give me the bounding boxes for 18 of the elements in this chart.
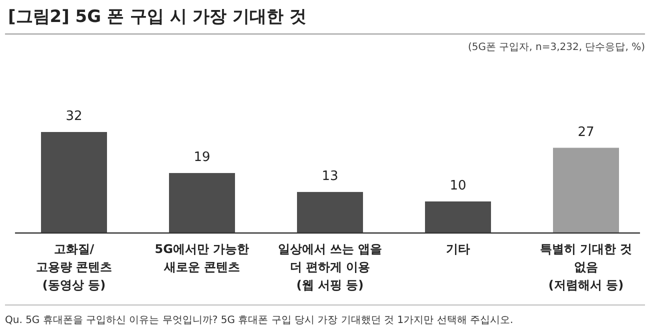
data-label: 27 — [578, 124, 594, 140]
data-label: 13 — [322, 168, 338, 184]
data-label: 32 — [66, 109, 82, 124]
x-tick-label: 고화질/ 고용량 콘텐츠 (동영상 등) — [36, 242, 112, 292]
data-label: 10 — [450, 178, 466, 194]
x-tick-label: 기타 — [446, 242, 470, 256]
chart-subtitle: (5G폰 구입자, n=3,232, 단수응답, %) — [468, 42, 646, 53]
data-label: 19 — [194, 150, 210, 166]
x-tick-label: 특별히 기대한 것 없음 (저렴해서 등) — [540, 242, 632, 292]
text: Qu. 5G 휴대폰을 구입하신 이유는 무엇입니까? 5G 휴대폰 구입 당시 가장 기대했던 것 1가지만 선택해 주십시오. — [5, 315, 514, 326]
x-tick-label: 5G에서만 가능한 새로운 콘텐츠 — [154, 242, 250, 274]
bar — [169, 173, 235, 233]
bar — [297, 192, 363, 233]
bar — [425, 201, 491, 233]
chart-title: [그림2] 5G 폰 구입 시 가장 기대한 것 — [8, 7, 307, 27]
bar — [553, 148, 619, 233]
x-tick-label: 일상에서 쓰는 앱을 더 편하게 이용 (웹 서핑 등) — [278, 242, 382, 292]
bar — [41, 132, 107, 233]
